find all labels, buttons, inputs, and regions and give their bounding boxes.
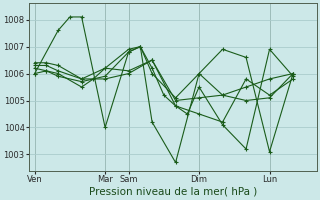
X-axis label: Pression niveau de la mer( hPa ): Pression niveau de la mer( hPa ) [89,187,257,197]
